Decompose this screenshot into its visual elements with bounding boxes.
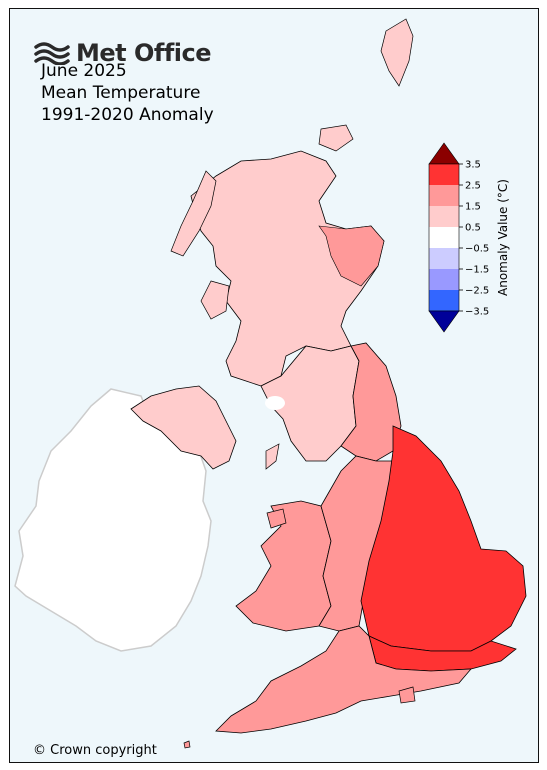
legend-bin <box>429 185 459 206</box>
title-variable: Mean Temperature <box>41 83 201 103</box>
legend-tick-label: 2.5 <box>465 181 481 192</box>
orkney-islands <box>318 124 354 152</box>
legend-extend-min <box>428 310 460 333</box>
legend-tick-label: 3.5 <box>465 160 481 171</box>
legend-bin <box>429 206 459 227</box>
no-data-spot <box>265 396 285 410</box>
map-frame: 3.5 2.5 1.5 0.5 −0.5 −1.5 −2.5 −3.5 Anomaly Valu… <box>9 8 539 763</box>
outer-hebrides <box>170 170 217 257</box>
title-month: June 2025 <box>41 61 127 81</box>
legend-tick-label: −2.5 <box>465 286 489 297</box>
met-office-waves-icon <box>34 42 70 65</box>
brand-name: Met Office <box>76 39 212 67</box>
legend-tick-label: −3.5 <box>465 307 489 318</box>
legend-tick-label: 1.5 <box>465 202 481 213</box>
legend-bin <box>429 269 459 290</box>
legend-bin <box>429 248 459 269</box>
legend-tick-label: −1.5 <box>465 265 489 276</box>
copyright-notice: © Crown copyright <box>33 743 157 758</box>
anomaly-map <box>14 18 527 749</box>
north-east-scotland-region <box>318 225 385 287</box>
scilly-isles <box>183 740 191 749</box>
anglesey-island <box>266 508 287 529</box>
ireland-landmass <box>14 388 212 652</box>
legend-title: Anomaly Value (°C) <box>496 179 510 296</box>
legend-bin <box>429 227 459 248</box>
legend-extend-max <box>428 142 460 165</box>
inner-hebrides <box>200 280 230 320</box>
legend-colorbar: 3.5 2.5 1.5 0.5 −0.5 −1.5 −2.5 −3.5 Anomaly Valu… <box>428 142 510 333</box>
legend-bin <box>429 290 459 311</box>
isle-of-wight <box>398 686 416 704</box>
title-baseline: 1991-2020 Anomaly <box>41 105 214 125</box>
shetland-islands <box>380 18 414 87</box>
legend-tick-label: −0.5 <box>465 244 489 255</box>
south-west-england-region <box>215 625 472 734</box>
isle-of-man <box>265 443 280 470</box>
legend-bin <box>429 164 459 185</box>
met-office-logo: Met Office <box>34 39 212 67</box>
legend-tick-label: 0.5 <box>465 223 481 234</box>
northern-ireland-region <box>130 385 237 470</box>
